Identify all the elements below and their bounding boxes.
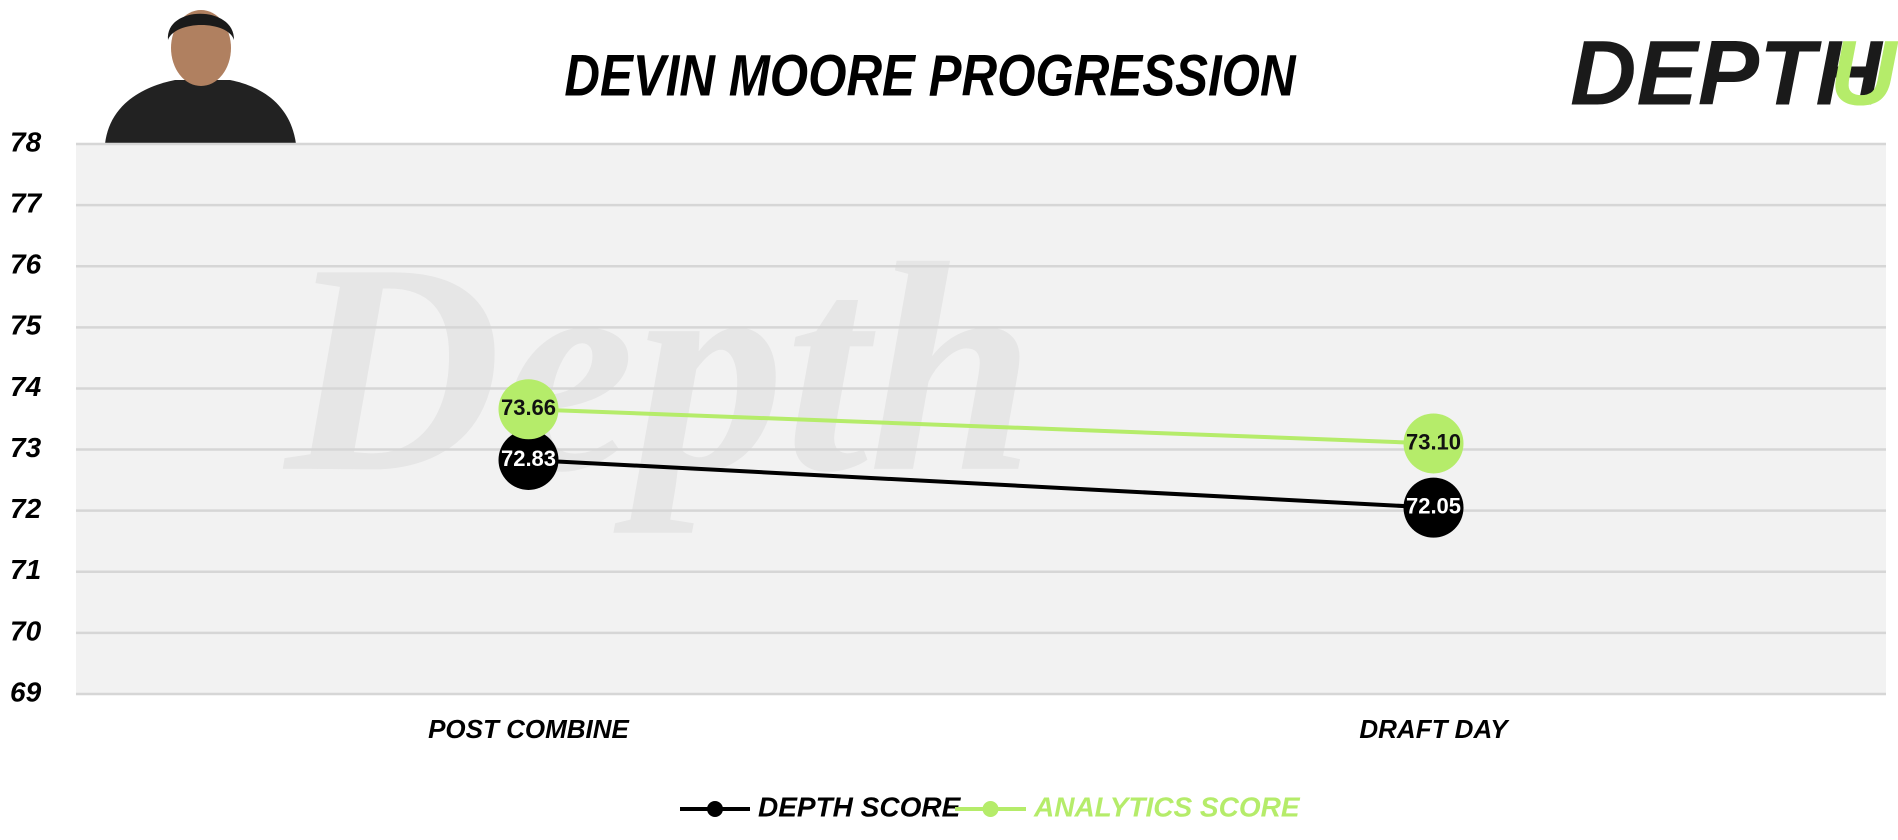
y-tick-label: 69 bbox=[10, 676, 42, 707]
x-tick-label: POST COMBINE bbox=[428, 714, 629, 744]
series-line bbox=[528, 457, 1434, 510]
legend-marker bbox=[982, 801, 999, 817]
data-label: 72.83 bbox=[501, 446, 556, 471]
y-tick-label: 71 bbox=[10, 554, 41, 585]
chart-title: DEVIN MOORE PROGRESSION bbox=[564, 44, 1296, 109]
y-tick-label: 72 bbox=[10, 493, 42, 524]
data-label: 73.66 bbox=[501, 395, 556, 420]
data-point bbox=[498, 429, 559, 490]
x-tick-label: DRAFT DAY bbox=[1359, 714, 1510, 744]
logo: DEPTH U bbox=[1570, 22, 1898, 124]
y-tick-label: 70 bbox=[10, 615, 42, 646]
logo-text: DEPTH bbox=[1570, 22, 1884, 124]
y-tick-label: 75 bbox=[10, 310, 42, 341]
y-tick-label: 73 bbox=[10, 432, 42, 463]
plot-area bbox=[76, 144, 1886, 694]
data-point bbox=[498, 379, 559, 440]
data-point bbox=[1403, 413, 1464, 474]
y-tick-label: 74 bbox=[10, 371, 42, 402]
data-point bbox=[1403, 477, 1464, 538]
legend-label: DEPTH SCORE bbox=[758, 791, 962, 822]
player-photo bbox=[105, 10, 296, 144]
y-tick-label: 78 bbox=[10, 126, 42, 157]
logo-text: U bbox=[1830, 22, 1898, 124]
y-tick-label: 76 bbox=[10, 249, 42, 280]
data-label: 73.10 bbox=[1406, 429, 1461, 454]
series-line bbox=[528, 407, 1434, 446]
legend-label: ANALYTICS SCORE bbox=[1033, 791, 1301, 822]
legend-marker bbox=[707, 801, 723, 817]
watermark: Depth bbox=[280, 202, 1035, 535]
data-label: 72.05 bbox=[1406, 493, 1461, 518]
y-tick-label: 77 bbox=[10, 188, 43, 219]
